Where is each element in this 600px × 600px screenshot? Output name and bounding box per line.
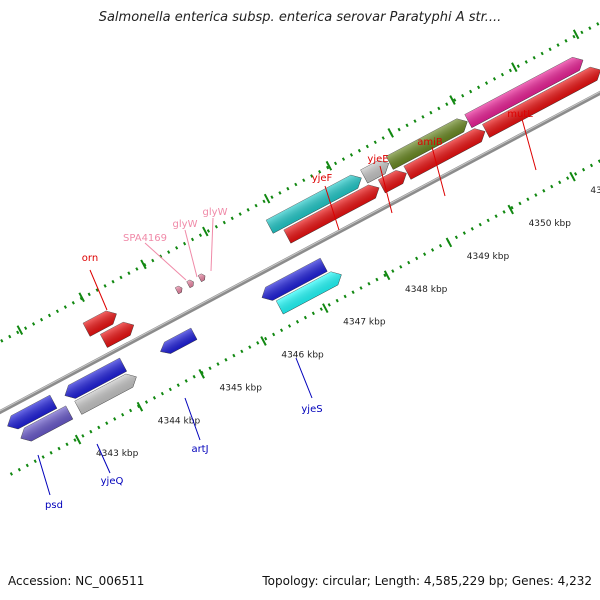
major-tick (74, 434, 82, 445)
label-artJ: artJ (191, 444, 208, 455)
major-tick (263, 193, 271, 204)
gene-yjeS-2 (275, 271, 342, 315)
kbp-tick-label: 4350 kbp (529, 219, 572, 229)
gene-yjeS-shade (261, 258, 328, 301)
accession-label: Accession: NC_006511 (8, 574, 145, 588)
gene-orn-2-shade (100, 322, 134, 348)
label-yjeF: yjeF (312, 173, 333, 184)
genome-summary: Topology: circular; Length: 4,585,229 bp… (262, 574, 592, 588)
genome-title: Salmonella enterica subsp. enterica sero… (98, 10, 502, 25)
kbp-tick-label: 4346 kbp (281, 351, 324, 361)
kbp-tick-label: 4345 kbp (220, 383, 263, 393)
label-mutL-connector (521, 118, 537, 171)
label-yjeE: yjeE (367, 154, 388, 165)
gene-mutL-shade (464, 57, 584, 128)
gene-yjeQ-2-shade (74, 373, 137, 415)
gene-yjeQ-shade (64, 358, 127, 399)
label-yjeF-connector (324, 185, 340, 231)
gene-amiB-2 (403, 128, 486, 180)
major-tick (445, 237, 453, 248)
gene-yjeE (360, 160, 390, 184)
major-tick (322, 303, 329, 314)
label-yjeQ: yjeQ (101, 476, 124, 487)
major-tick (140, 259, 147, 270)
label-spa4169-connector (144, 242, 187, 281)
major-tick (202, 226, 209, 237)
major-tick (572, 29, 580, 40)
gene-trna-3-shade (198, 273, 206, 282)
gene-mutL-2-shade (482, 67, 600, 138)
major-tick (383, 270, 391, 281)
gene-psd (7, 394, 58, 430)
label-glyW: glyW (173, 219, 198, 230)
gene-yjeF-2 (283, 184, 380, 244)
major-tick (260, 336, 267, 346)
major-tick (569, 171, 576, 182)
kbp-tick-label: 4349 kbp (467, 252, 510, 262)
label-glyW-2: glyW (203, 207, 228, 218)
gene-yjeF (265, 174, 362, 234)
major-tick (325, 160, 333, 171)
major-tick (507, 204, 514, 215)
gene-trna-1-shade (175, 286, 183, 294)
kbp-tick-label: 4347 kbp (343, 318, 386, 328)
label-mutL: mutL (507, 109, 533, 120)
kbp-tick-label: 4348 kbp (405, 285, 448, 295)
label-glyW-connector (184, 229, 198, 278)
gene-artJ-shade (160, 328, 198, 354)
gene-artJ (160, 327, 198, 354)
gene-yjeS-2-shade (276, 271, 342, 315)
label-psd: psd (45, 500, 63, 511)
gene-yjeE-shade (360, 160, 389, 184)
major-tick (387, 128, 394, 138)
genome-backbone (0, 90, 600, 415)
gene-trna-2-shade (186, 279, 194, 288)
label-amiB: amiB (417, 137, 443, 148)
gene-amiB-2-shade (403, 128, 486, 180)
gene-amiB (385, 118, 468, 170)
gene-orn-shade (82, 310, 117, 337)
gene-yjeS (261, 257, 328, 301)
label-amiB-connector (431, 146, 446, 197)
gene-yjeQ (64, 357, 127, 399)
gene-psd-2 (20, 405, 74, 442)
gene-trna-3 (197, 273, 206, 282)
gene-mutL (464, 57, 584, 129)
label-yjeE-connector (379, 165, 393, 214)
gene-yjeQ-2 (74, 373, 137, 415)
label-yjeQ-connector (96, 443, 111, 474)
gene-orn (82, 310, 117, 337)
gene-yjeF-shade (266, 175, 362, 234)
label-artJ-connector (184, 397, 201, 441)
upper-tick-row (0, 21, 600, 344)
gene-mutL-2 (482, 66, 600, 138)
gene-psd-shade (7, 395, 57, 429)
lower-tick-row (9, 159, 600, 476)
gene-amiB-shade (386, 118, 468, 170)
major-tick (16, 325, 24, 335)
major-tick (136, 401, 144, 412)
gene-trna-1 (174, 285, 183, 295)
label-yjeS: yjeS (301, 404, 322, 415)
gene-trna-2 (186, 279, 194, 289)
label-glyW-2-connector (210, 217, 214, 272)
label-psd-connector (37, 454, 51, 496)
label-orn-connector (89, 269, 108, 311)
gene-yjeF-2-shade (283, 184, 380, 244)
kbp-tick-label: 4351 kbp (590, 186, 600, 196)
genome-backbone-highlight (0, 91, 600, 412)
major-tick (198, 368, 205, 379)
major-tick (511, 62, 518, 73)
label-orn: orn (82, 253, 98, 264)
gene-psd-2-shade (20, 405, 73, 442)
gene-orn-2 (100, 321, 135, 348)
kbp-tick-label: 4343 kbp (96, 449, 139, 459)
kbp-tick-label: 4344 kbp (158, 416, 201, 426)
label-yjeS-connector (295, 357, 313, 399)
major-tick (78, 292, 85, 303)
major-tick (449, 95, 456, 105)
label-spa4169: SPA4169 (123, 233, 167, 244)
